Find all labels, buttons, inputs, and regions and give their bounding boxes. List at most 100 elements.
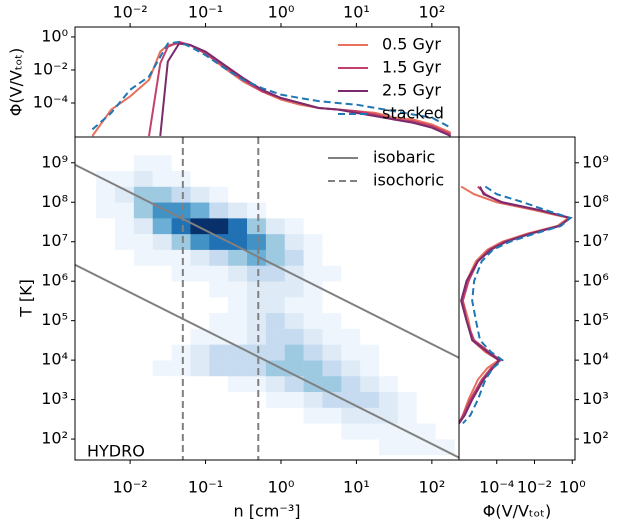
y-tick-label: 10⁻⁴: [33, 92, 68, 111]
heatmap-cell: [133, 344, 154, 361]
heatmap-cell: [190, 439, 210, 456]
heatmap-cell: [228, 249, 248, 266]
heatmap-cell: [152, 170, 172, 187]
heatmap-cell: [397, 312, 418, 329]
heatmap-cell: [341, 375, 361, 393]
heatmap-cell: [379, 139, 399, 156]
heatmap-cell: [360, 407, 380, 424]
heatmap-cell: [284, 407, 304, 424]
heatmap-cell: [379, 249, 399, 266]
heatmap-cell: [115, 186, 135, 203]
heatmap-cell: [190, 170, 210, 187]
heatmap-cell: [171, 233, 191, 250]
y-tick-label: 10³: [41, 389, 68, 408]
heatmap-cell: [284, 312, 304, 329]
heatmap-cell: [96, 407, 116, 424]
heatmap-cell: [397, 233, 418, 250]
heatmap-cell: [397, 344, 418, 361]
heatmap-cell: [190, 423, 210, 440]
heatmap-cell: [303, 233, 323, 250]
heatmap-cell: [190, 328, 210, 345]
heatmap-cell: [228, 218, 248, 235]
heatmap-cell: [265, 439, 286, 456]
heatmap-cell: [435, 170, 455, 187]
heatmap-cell: [416, 312, 436, 329]
heatmap-cell: [265, 391, 286, 408]
x-tick-label: 10²: [418, 3, 445, 22]
heatmap-cell: [228, 154, 248, 171]
heatmap-cell: [360, 202, 380, 219]
heatmap-cell: [209, 375, 229, 393]
y-axis-label: T [K]: [17, 279, 36, 318]
heatmap-cell: [397, 265, 418, 282]
heatmap-cell: [171, 218, 191, 235]
heatmap-cell: [171, 296, 191, 314]
x-axis-label: n [cm⁻³]: [234, 502, 301, 521]
y-tick-label: 10⁹: [41, 152, 68, 171]
heatmap-cell: [284, 281, 304, 298]
y-tick-label: 10⁻²: [33, 59, 68, 78]
heatmap-cell: [435, 407, 455, 424]
x-tick-label: 10¹: [343, 478, 370, 497]
heatmap-cell: [284, 423, 304, 440]
heatmap-cell: [341, 170, 361, 187]
heatmap-cell: [303, 170, 323, 187]
heatmap-cell: [284, 218, 304, 235]
heatmap-cell: [96, 344, 116, 361]
heatmap-cell: [115, 265, 135, 282]
heatmap-cell: [247, 265, 267, 282]
heatmap-cell: [360, 344, 380, 361]
right-x-axis-label: Φ(V/Vₜₒₜ): [483, 502, 551, 521]
heatmap-cell: [265, 281, 286, 298]
heatmap-cell: [379, 375, 399, 393]
heatmap-cell: [96, 233, 116, 250]
x-tick-label: 10⁻¹: [188, 3, 223, 22]
heatmap-cell: [247, 344, 267, 361]
heatmap-cell: [228, 296, 248, 314]
heatmap-cell: [133, 391, 154, 408]
heatmap-cell: [416, 328, 436, 345]
heatmap-cell: [265, 296, 286, 314]
heatmap-cell: [379, 170, 399, 187]
heatmap-cell: [360, 439, 380, 456]
heatmap-cell: [322, 328, 342, 345]
heatmap-cell: [152, 360, 172, 377]
heatmap-cell: [209, 391, 229, 408]
heatmap-cell: [397, 439, 418, 456]
heatmap-cell: [133, 265, 154, 282]
heatmap-cell: [115, 139, 135, 156]
isobaric-line: [75, 163, 459, 359]
x-tick-label: 10⁰: [268, 478, 295, 497]
heatmap-cell: [133, 249, 154, 266]
heatmap-cell: [303, 139, 323, 156]
heatmap-cell: [115, 439, 135, 456]
heatmap-cell: [379, 233, 399, 250]
heatmap-cell: [379, 186, 399, 203]
heatmap-cell: [152, 233, 172, 250]
heatmap-cell: [247, 154, 267, 171]
heatmap-cell: [379, 344, 399, 361]
heatmap-cell: [190, 233, 210, 250]
heatmap-cell: [303, 344, 323, 361]
heatmap-cell: [133, 328, 154, 345]
x-tick-label: 10⁻²: [112, 478, 147, 497]
heatmap-cell: [152, 312, 172, 329]
heatmap-cell: [209, 281, 229, 298]
heatmap-cell: [247, 281, 267, 298]
heatmap-cell: [77, 407, 97, 424]
heatmap-cell: [96, 249, 116, 266]
heatmap-cell: [115, 249, 135, 266]
heatmap-cell: [96, 391, 116, 408]
heatmap-cell: [115, 344, 135, 361]
heatmap-cell: [133, 360, 154, 377]
y-tick-label: 10⁹: [582, 152, 609, 171]
heatmap-cell: [228, 439, 248, 456]
heatmap-cell: [77, 249, 97, 266]
heatmap-cell: [360, 249, 380, 266]
heatmap-cell: [171, 139, 191, 156]
heatmap-cell: [133, 170, 154, 187]
heatmap-cell: [435, 423, 455, 440]
heatmap-cell: [397, 202, 418, 219]
heatmap-cell: [416, 375, 436, 393]
heatmap-cell: [77, 170, 97, 187]
